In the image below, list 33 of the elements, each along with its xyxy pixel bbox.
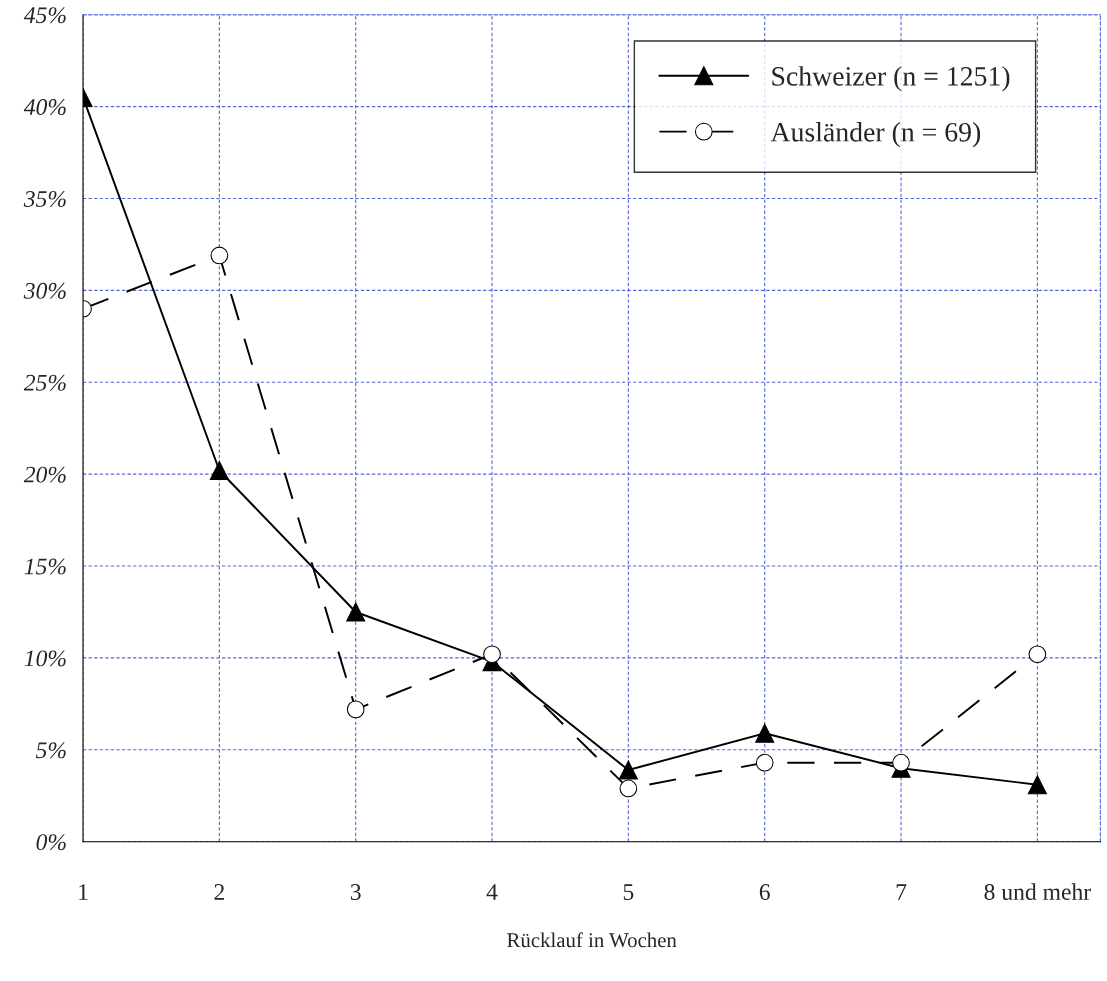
x-tick-label: 8 und mehr [984,883,1091,900]
point [619,779,638,798]
x-tick-label: 6 [759,884,770,900]
point [892,753,910,772]
point [1027,775,1047,795]
y-tick-label: 25% [23,374,66,391]
y-tick-label: 0% [36,834,66,851]
x-axis-title: Rücklauf in Wochen [507,932,677,948]
x-tick-label: 2 [214,884,224,900]
y-tick-label: 30% [23,282,66,299]
point [755,753,774,772]
y-tick-label: 15% [24,558,66,575]
y-tick-label: 20% [23,466,66,483]
x-tick-label: 5 [623,884,634,900]
point [618,760,638,780]
x-tick-label: 1 [79,884,88,900]
point [209,460,229,481]
y-tick-label: 45% [23,7,66,24]
point [346,602,366,622]
y-tick-label: 5% [35,742,66,759]
x-tick-label: 3 [350,884,361,900]
legend-label: Schweizer (n = 1251) [772,66,1010,92]
legend-label: Ausländer (n = 69) [770,122,981,148]
x-tick-label: 7 [896,884,907,900]
x-tick-label: 4 [486,884,498,900]
point [483,645,501,664]
y-tick-label: 35% [23,190,66,207]
point [346,700,365,719]
point [1028,645,1047,664]
y-tick-label: 40% [23,99,66,116]
point [210,246,229,265]
point [755,723,775,743]
y-tick-label: 10% [24,650,66,667]
